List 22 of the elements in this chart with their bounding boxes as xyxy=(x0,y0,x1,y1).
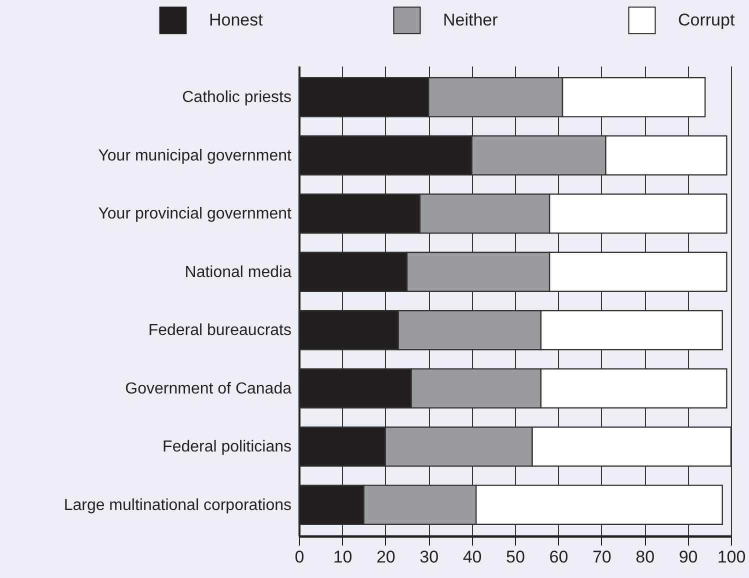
x-tick-label: 40 xyxy=(462,548,482,566)
x-tick-label: 90 xyxy=(678,548,698,566)
x-tick-label: 70 xyxy=(592,548,612,566)
y-tick-label: Federal politicians xyxy=(162,438,292,456)
x-tick-label: 100 xyxy=(717,548,746,566)
y-tick-label: Large multinational corporations xyxy=(64,496,292,514)
x-tick-label: 10 xyxy=(333,548,352,566)
legend-label: Neither xyxy=(443,10,498,30)
legend-label: Honest xyxy=(209,10,264,30)
x-tick-label: 0 xyxy=(294,548,304,566)
y-tick-label: Catholic priests xyxy=(182,89,292,106)
y-tick-label: Your provincial government xyxy=(98,206,292,223)
x-tick-label: 80 xyxy=(636,548,655,566)
y-tick-label: Federal bureaucrats xyxy=(148,322,292,340)
x-tick-label: 20 xyxy=(376,548,396,566)
y-tick-label: National media xyxy=(184,264,292,281)
y-tick-label: Government of Canada xyxy=(125,380,292,398)
x-tick-label: 50 xyxy=(506,548,525,566)
x-tick-label: 60 xyxy=(549,548,568,566)
y-tick-label: Your municipal government xyxy=(98,147,292,164)
legend-label: Corrupt xyxy=(678,10,735,30)
x-tick-label: 30 xyxy=(420,548,439,566)
